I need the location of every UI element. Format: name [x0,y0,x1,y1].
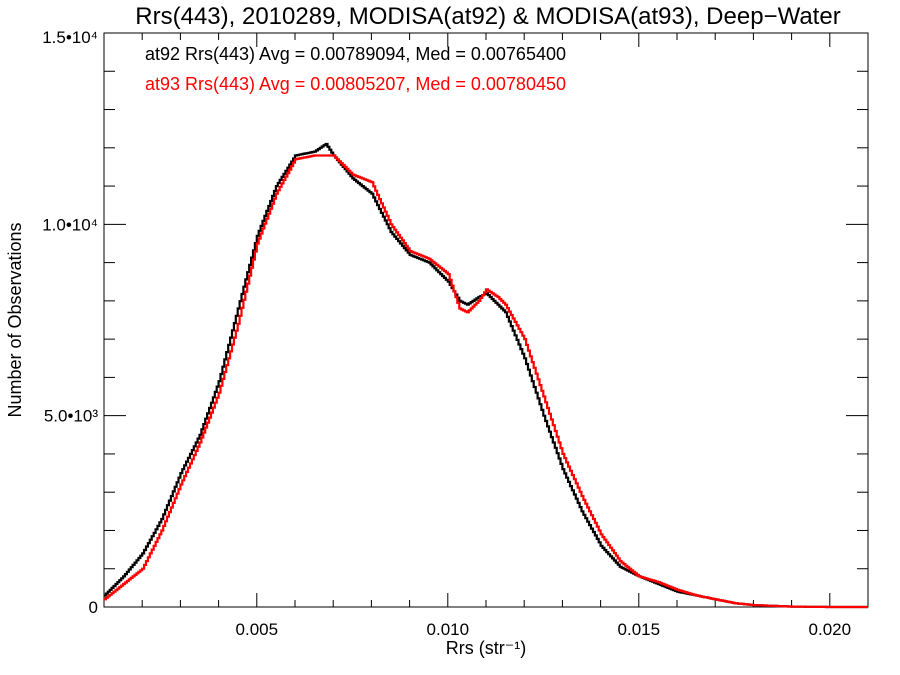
legend-entry-at93: at93 Rrs(443) Avg = 0.00805207, Med = 0.… [145,74,566,94]
x-axis-label: Rrs (str⁻¹) [446,638,526,658]
x-tick-label: 0.010 [427,620,470,639]
series-layer [104,142,868,609]
plot-area: 0.005 0.010 0.015 0.020 0 5.0•10³ 1.0•10⁴ 1.5•1… [42,28,869,639]
y-axis-label: Number of Observations [5,222,25,417]
y-tick-label: 1.5•10⁴ [42,28,98,47]
series-line-at92 [104,142,868,609]
ticks-layer: 0.005 0.010 0.015 0.020 0 5.0•10³ 1.0•10⁴ 1.5•1… [42,28,869,639]
x-tick-label: 0.005 [236,620,279,639]
chart-title: Rrs(443), 2010289, MODISA(at92) & MODISA… [135,3,840,30]
y-tick-label: 0 [89,598,98,617]
x-tick-label: 0.020 [809,620,852,639]
y-tick-label: 5.0•10³ [44,407,98,426]
x-tick-label: 0.015 [618,620,661,639]
series-line-at93 [104,154,868,609]
y-tick-label: 1.0•10⁴ [42,215,98,234]
plot-frame [103,32,869,608]
legend-entry-at92: at92 Rrs(443) Avg = 0.00789094, Med = 0.… [145,44,566,64]
